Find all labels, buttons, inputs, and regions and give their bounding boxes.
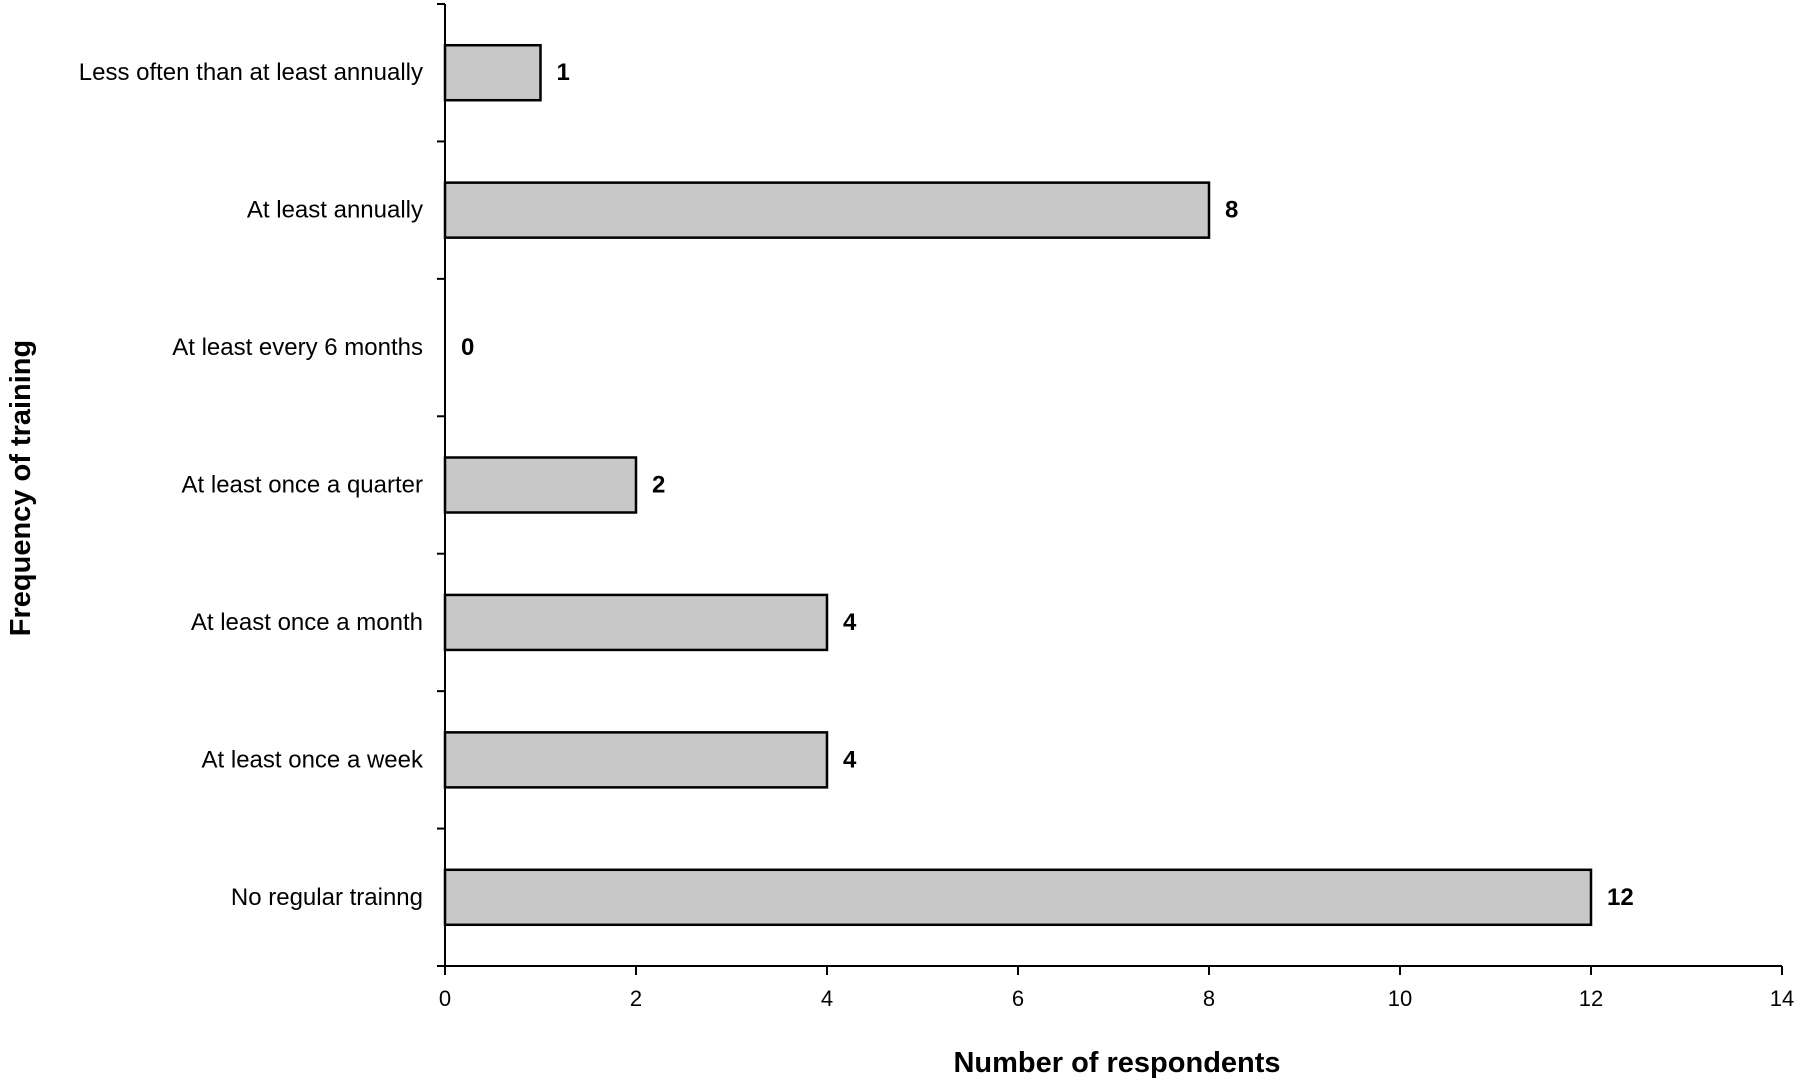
value-label-3: 2	[652, 472, 665, 499]
value-label-4: 4	[843, 609, 857, 636]
category-label-0: Less often than at least annually	[79, 59, 423, 86]
bar-6	[443, 868, 1593, 927]
category-label-4: At least once a month	[191, 609, 423, 636]
bars-layer	[443, 43, 1593, 927]
bar-1	[443, 181, 1211, 239]
x-tick-label-7: 14	[1770, 986, 1794, 1011]
category-label-5: At least once a week	[202, 746, 424, 773]
category-label-3: At least once a quarter	[182, 472, 423, 499]
category-label-1: At least annually	[247, 197, 423, 224]
value-label-6: 12	[1607, 884, 1634, 911]
x-tick-label-4: 8	[1203, 986, 1215, 1011]
x-tick-label-2: 4	[821, 986, 833, 1011]
x-tick-label-6: 12	[1579, 986, 1603, 1011]
labels-layer: Less often than at least annually 1 At lea…	[79, 59, 1794, 1011]
x-tick-label-3: 6	[1012, 986, 1024, 1011]
x-axis-title: Number of respondents	[953, 1047, 1280, 1079]
bar-4	[443, 593, 829, 652]
value-label-1: 8	[1225, 197, 1238, 224]
bar-5	[443, 731, 829, 789]
category-label-2: At least every 6 months	[172, 334, 423, 361]
x-tick-label-1: 2	[630, 986, 642, 1011]
bar-0	[443, 43, 542, 102]
x-tick-label-5: 10	[1388, 986, 1412, 1011]
bar-3	[443, 456, 638, 514]
value-label-2: 0	[461, 334, 474, 361]
x-tick-label-0: 0	[439, 986, 451, 1011]
value-label-0: 1	[557, 59, 570, 86]
y-axis-title: Frequency of training	[5, 340, 37, 636]
axes-layer	[437, 3, 1783, 975]
value-label-5: 4	[843, 746, 857, 773]
category-label-6: No regular trainng	[231, 884, 423, 911]
